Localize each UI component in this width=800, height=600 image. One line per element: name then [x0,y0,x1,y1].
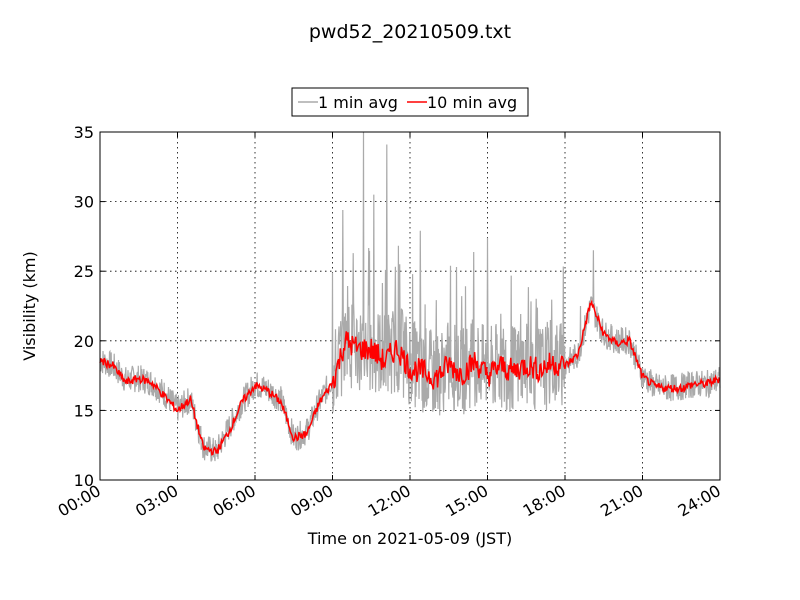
y-tick-label: 25 [74,262,94,281]
legend: 1 min avg 10 min avg [291,87,529,117]
x-tick-label: 21:00 [597,481,646,521]
x-tick-label: 06:00 [210,481,259,521]
y-tick-label: 15 [74,401,94,420]
y-tick-label: 10 [74,471,94,490]
x-tick-label: 15:00 [442,481,491,521]
chart-title: pwd52_20210509.txt [309,21,511,43]
legend-label-1min: 1 min avg [318,93,398,112]
series-layer [99,131,721,462]
x-axis-label: Time on 2021-05-09 (JST) [307,529,512,548]
x-tick-label: 03:00 [132,481,181,521]
series-line-10min-avg [99,299,721,456]
x-tick-label: 12:00 [365,481,414,521]
y-tick-label: 35 [74,123,94,142]
legend-label-10min: 10 min avg [427,93,517,112]
grid-layer [100,132,720,480]
y-tick-label: 20 [74,332,94,351]
x-tick-label: 18:00 [520,481,569,521]
x-tick-label: 24:00 [675,481,724,521]
y-tick-label: 30 [74,193,94,212]
series-line-1min-avg [99,131,721,462]
x-tick-label: 09:00 [287,481,336,521]
y-axis-label: Visibility (km) [20,251,39,360]
